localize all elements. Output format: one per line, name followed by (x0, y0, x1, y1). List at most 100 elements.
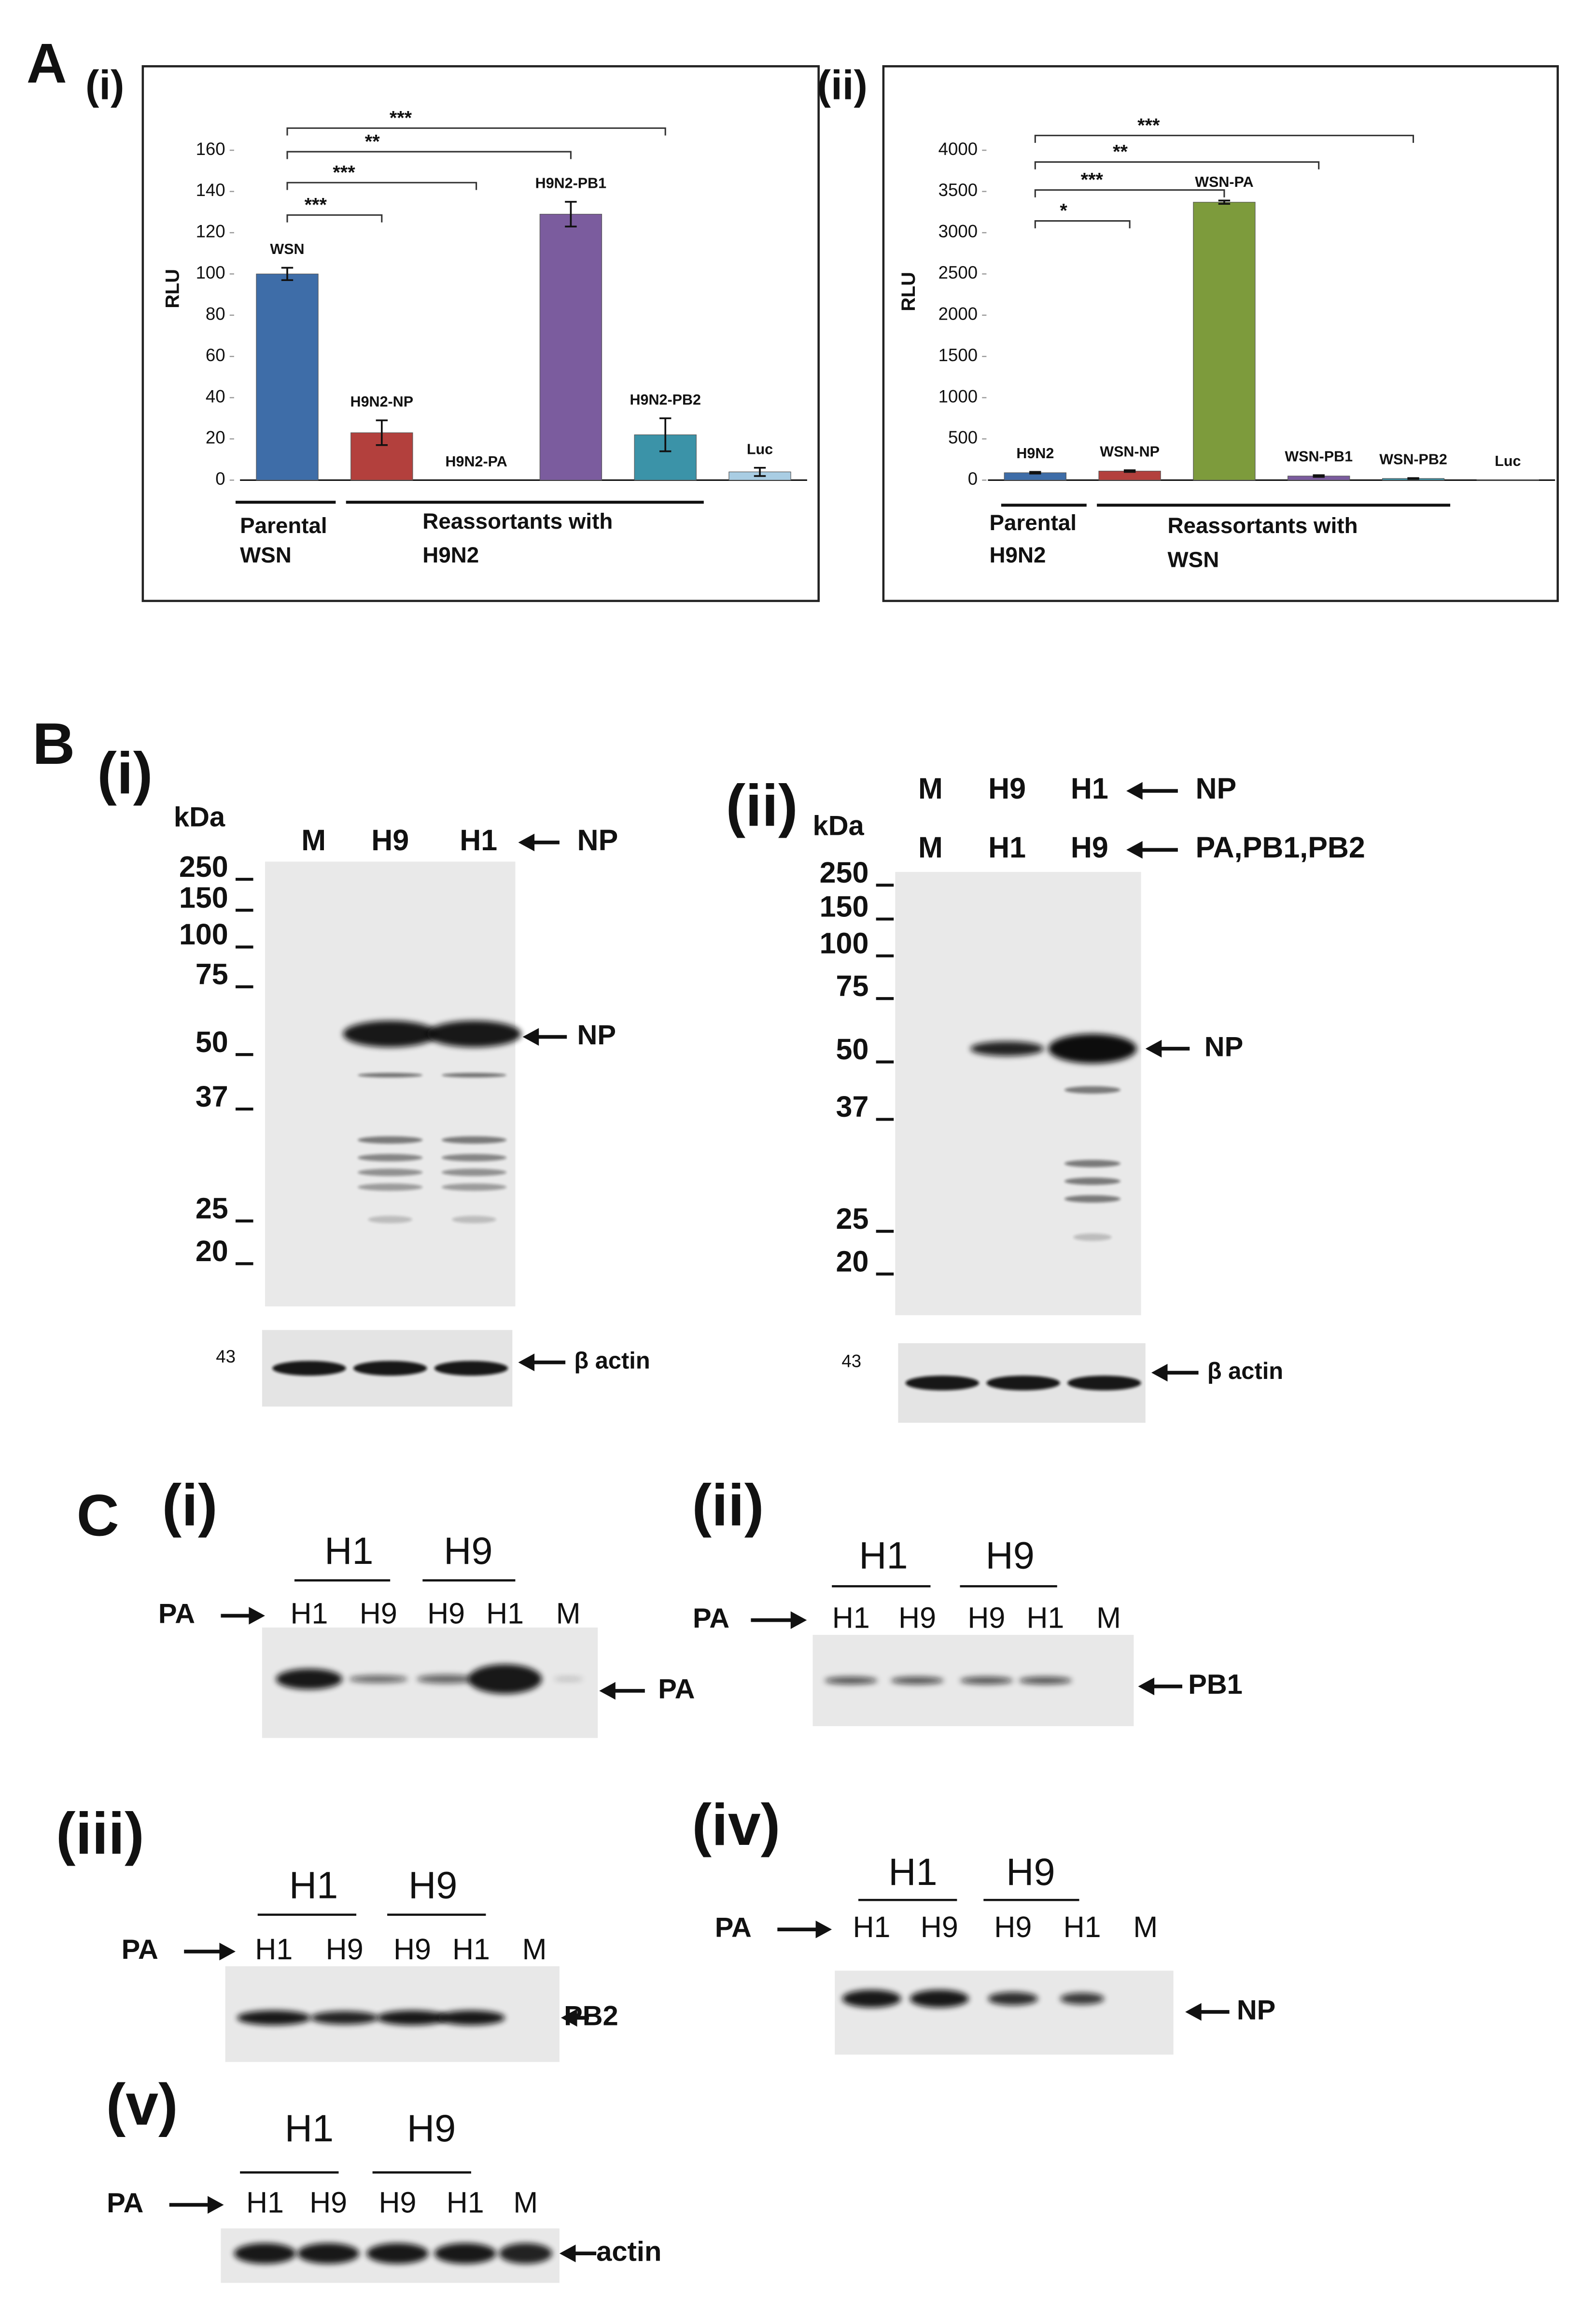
band (358, 1183, 423, 1191)
panel-label: (iii) (56, 1800, 144, 1866)
row-label: PA (107, 2188, 143, 2219)
band (358, 1073, 423, 1078)
lane-label: H9 (360, 1597, 397, 1630)
lane-label: H9 (988, 772, 1026, 805)
band (970, 1041, 1044, 1056)
lane-label: H9 (371, 824, 409, 857)
marker-label: 75 (196, 958, 228, 991)
y-tick-label: 60 (206, 345, 225, 365)
bar-label: H9N2-PA (445, 453, 507, 470)
band (358, 1168, 423, 1176)
lane-label: M (556, 1597, 581, 1630)
arrow-head (599, 1682, 616, 1700)
significance-label: ** (1113, 141, 1128, 163)
band (1064, 1195, 1120, 1203)
y-tick-label: 500 (948, 428, 978, 448)
significance-bracket (286, 127, 666, 136)
band (905, 1376, 980, 1391)
panel-letter: C (77, 1482, 119, 1548)
marker-label: 150 (179, 881, 228, 914)
group-label: H9 (444, 1529, 492, 1572)
lane-label: H9 (967, 1602, 1005, 1634)
row-label: PA (158, 1599, 195, 1630)
arrow-head (249, 1607, 265, 1625)
band (842, 1990, 901, 2008)
band (553, 1676, 583, 1682)
group-label: H1 (324, 1529, 373, 1572)
band (441, 1154, 507, 1162)
y-tick-label: 40 (206, 386, 225, 406)
band (452, 1216, 496, 1223)
marker-label: 50 (196, 1026, 228, 1058)
arrow-head (518, 1353, 535, 1371)
y-tick-label: 140 (196, 180, 225, 200)
y-tick-label: 1000 (938, 386, 978, 406)
unit-label: kDa (174, 801, 225, 832)
lane-label: M (1133, 1911, 1158, 1943)
band-label: actin (596, 2236, 661, 2267)
bar-label: H9N2-PB1 (535, 175, 606, 191)
bar-label: H9N2 (1016, 445, 1054, 462)
lane-label: H1 (853, 1911, 891, 1943)
marker-label: 37 (196, 1080, 228, 1113)
error-bar (1313, 474, 1325, 478)
bar-label: H9N2-NP (350, 394, 414, 410)
significance-label: * (1060, 200, 1067, 222)
y-tick-label: 0 (968, 469, 978, 489)
error-bar (376, 419, 388, 446)
row-label: PA (122, 1934, 158, 1965)
arrow-head (1138, 1677, 1155, 1696)
band (297, 2243, 360, 2264)
arrow-head (1185, 2003, 1202, 2021)
band (1019, 1676, 1072, 1685)
lane-label: H1 (290, 1597, 328, 1630)
marker-label: 150 (820, 890, 869, 923)
panel-letter: A (27, 32, 67, 95)
band (1073, 1233, 1112, 1241)
lane-label: H9 (921, 1911, 958, 1943)
marker-label: 50 (836, 1033, 869, 1066)
error-bar (281, 267, 294, 281)
band (353, 1361, 427, 1376)
bar-label: Luc (747, 441, 773, 457)
group-label: WSN (240, 543, 292, 567)
significance-bracket (286, 151, 572, 159)
y-tick-label: 4000 (938, 139, 978, 159)
band (427, 1020, 521, 1047)
bar-label: WSN-PB2 (1379, 451, 1447, 468)
bar-label: WSN-PA (1195, 174, 1253, 190)
significance-bracket (1034, 189, 1225, 197)
arrow-head (1151, 1363, 1168, 1382)
lane-label: H1 (447, 2186, 484, 2219)
panel-label: (ii) (817, 63, 868, 109)
band (441, 1136, 507, 1144)
significance-label: *** (390, 108, 412, 129)
group-label: H1 (888, 1850, 937, 1893)
band-label: NP (1237, 1995, 1275, 2025)
band-label: NP (577, 1020, 616, 1051)
lane-label: H9 (378, 2186, 416, 2219)
panel-letter: B (32, 711, 75, 776)
panel-frame (141, 65, 820, 602)
band (437, 2010, 505, 2025)
y-axis-label: RLU (898, 272, 919, 311)
band (434, 1361, 508, 1376)
error-bar (1029, 471, 1041, 475)
lane-label: H1 (832, 1602, 870, 1634)
band-label: NP (1204, 1031, 1243, 1062)
band (237, 2010, 311, 2025)
lane-label: H1 (1026, 1602, 1064, 1634)
band (1064, 1086, 1120, 1094)
bar-label: WSN-NP (1100, 443, 1160, 460)
y-tick-label: 100 (196, 263, 225, 282)
lane-label: H1 (452, 1933, 490, 1966)
lane-target: NP (1195, 772, 1236, 805)
band (891, 1676, 944, 1685)
marker-label: 43 (216, 1347, 236, 1366)
y-tick-label: 3000 (938, 222, 978, 241)
arrow-head (815, 1920, 832, 1939)
band (1064, 1160, 1120, 1167)
band (310, 2011, 378, 2024)
loading-label: β actin (574, 1348, 650, 1374)
lane-label: M (522, 1933, 547, 1966)
